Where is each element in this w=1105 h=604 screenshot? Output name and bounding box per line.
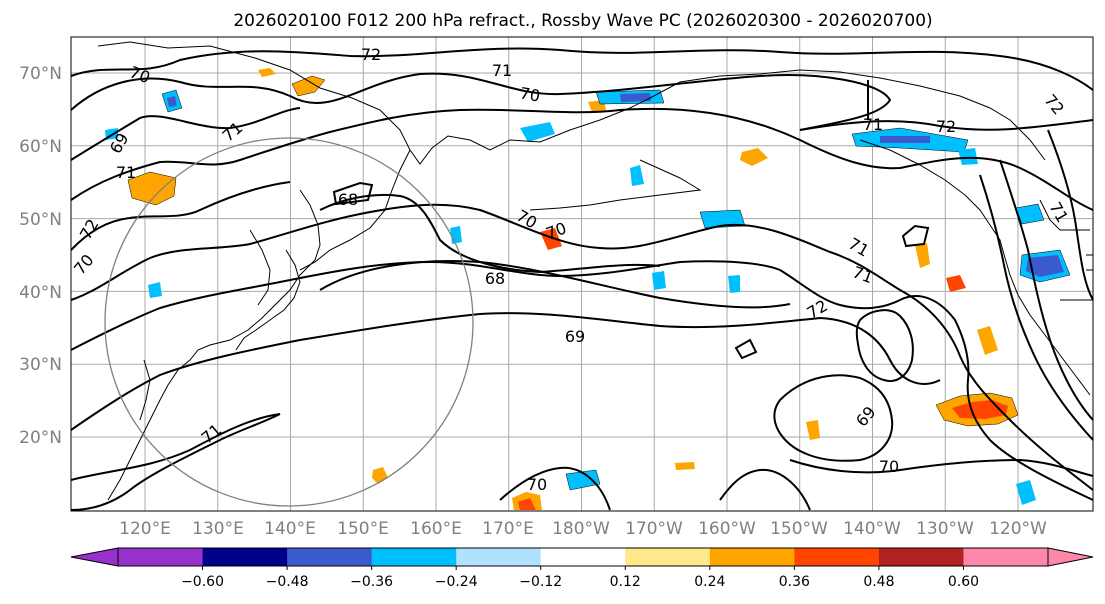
lon-label: 140°W [843,519,901,539]
contour-label: 71 [492,61,512,80]
colorbar-bin [794,548,880,566]
longitude-labels: 120°E 130°E 140°E 150°E 160°E 170°E 180°… [119,519,1047,539]
lat-label: 40°N [19,283,62,303]
colorbar: −0.60 −0.48 −0.36 −0.24 −0.12 0.12 0.24 0.36 0.4… [70,547,1094,590]
colorbar-tick-label: 0.24 [694,574,725,590]
colorbar-tick-label: −0.12 [519,574,562,590]
colorbar-bin [118,548,204,566]
reference-circle [104,137,474,507]
map-panel: 72 70 71 70 69 71 68 71 72 70 70 70 68 6… [70,36,1094,512]
contour-label: 72 [936,117,956,136]
lon-label: 180°W [552,519,610,539]
contour-label: 71 [116,163,136,182]
contour-label: 70 [879,457,899,476]
lon-label: 130°E [192,519,244,539]
colorbar-tick-label: 0.48 [863,574,894,590]
contour-label: 69 [565,327,585,346]
colorbar-tick-label: −0.36 [350,574,393,590]
lat-label: 70°N [19,64,62,84]
colorbar-bin [287,548,373,566]
colorbar-bin [540,548,626,566]
lat-label: 60°N [19,137,62,157]
lon-label: 170°E [482,519,534,539]
coastlines [97,41,1093,501]
colorbar-bin [709,548,795,566]
latitude-labels: 70°N 60°N 50°N 40°N 30°N 20°N [19,64,62,448]
lon-label: 160°E [410,519,462,539]
lat-label: 50°N [19,210,62,230]
contour-label: 68 [338,190,358,209]
refractivity-contours [70,47,1094,511]
colorbar-extend-low [70,547,119,567]
colorbar-tick-label: −0.60 [181,574,224,590]
lon-label: 120°W [989,519,1047,539]
contour-label: 72 [361,45,381,64]
colorbar-tick-label: 0.36 [779,574,810,590]
lon-label: 160°W [698,519,756,539]
colorbar-extend-high [1047,547,1094,567]
colorbar-bin [456,548,542,566]
colorbar-tick-label: −0.24 [435,574,478,590]
colorbar-tick-label: 0.12 [610,574,641,590]
lon-label: 150°W [770,519,828,539]
colorbar-bin [625,548,711,566]
contour-label: 68 [485,269,505,288]
positive-anomaly-shading [127,68,1019,510]
map-title: 2026020100 F012 200 hPa refract., Rossby… [233,11,932,31]
lon-label: 140°E [264,519,316,539]
colorbar-bin [963,548,1049,566]
lat-label: 20°N [19,428,62,448]
lon-label: 170°W [625,519,683,539]
contour-label: 70 [518,83,541,105]
colorbar-tick-label: −0.48 [266,574,309,590]
contour-label: 70 [527,475,547,494]
contour-label: 71 [863,115,883,134]
colorbar-bin [878,548,964,566]
lat-label: 30°N [19,355,62,375]
lon-label: 130°W [916,519,974,539]
colorbar-bin [202,548,288,566]
lon-label: 150°E [337,519,389,539]
negative-anomaly-shading [105,89,1071,505]
colorbar-frame [117,547,1049,567]
colorbar-bin [371,548,457,566]
lon-label: 120°E [119,519,171,539]
map-frame [70,36,1094,512]
colorbar-tick-label: 0.60 [948,574,979,590]
